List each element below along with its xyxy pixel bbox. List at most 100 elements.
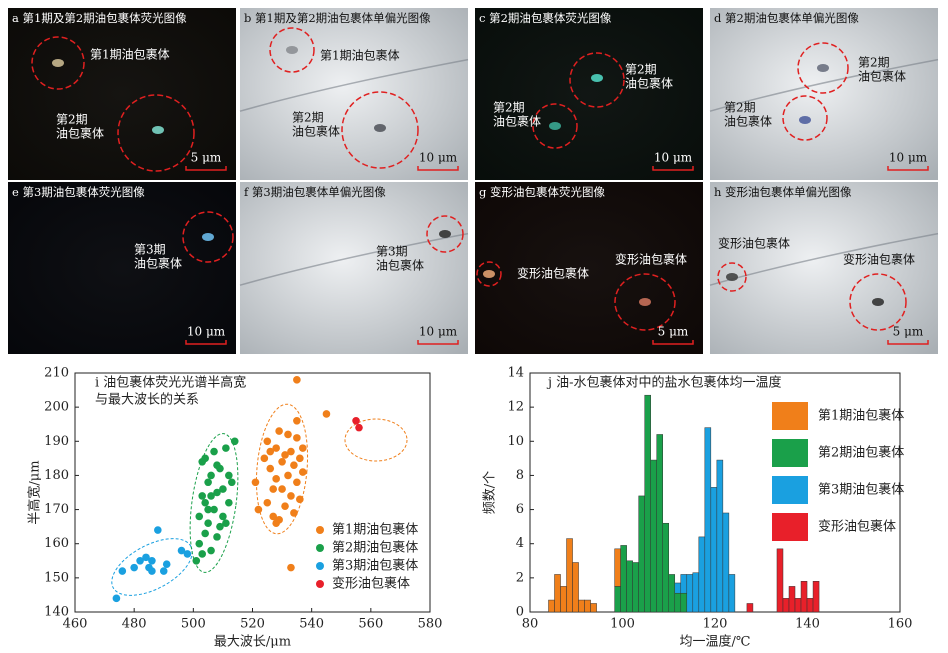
scale-bar <box>185 340 227 345</box>
point <box>177 546 186 555</box>
point <box>195 539 204 548</box>
point <box>227 478 236 487</box>
inclusion-label: 第2期 <box>724 101 756 115</box>
point <box>266 464 275 473</box>
point <box>201 529 209 538</box>
y-tick-label: 10 <box>507 434 524 449</box>
inclusion-label: 油包裹体 <box>724 114 772 129</box>
scale-label: 10 μm <box>419 325 458 339</box>
point <box>222 519 230 528</box>
inclusion <box>483 270 495 278</box>
histogram-bar <box>716 459 724 613</box>
y-tick-label: 14 <box>507 366 524 381</box>
point <box>254 505 263 514</box>
point <box>296 495 304 504</box>
histogram-bar <box>812 581 820 613</box>
highlight-circle <box>341 91 419 169</box>
point <box>225 471 233 480</box>
histogram-bar <box>614 548 621 587</box>
point <box>281 502 289 510</box>
x-tick-label: 560 <box>358 617 383 632</box>
point <box>284 471 292 480</box>
point <box>154 526 162 534</box>
point <box>284 430 292 439</box>
point <box>162 560 171 568</box>
panel-title: d 第2期油包裹体单偏光图像 <box>714 11 859 25</box>
point <box>263 498 272 507</box>
histogram-bar <box>698 536 706 613</box>
chart-title: i 油包裹体荧光光谱半高宽 <box>95 375 246 391</box>
point <box>213 488 221 497</box>
inclusion-label: 第3期 <box>134 243 166 257</box>
inclusion <box>872 298 884 306</box>
inclusion <box>52 59 64 67</box>
mineral-crack <box>239 232 469 286</box>
highlight-circle <box>569 52 625 108</box>
inclusion-label: 第1期油包裹体 <box>320 48 400 63</box>
x-tick-label: 580 <box>418 617 443 632</box>
scale-bar <box>185 166 227 171</box>
highlight-circle <box>614 273 676 331</box>
histogram-bar <box>668 574 676 613</box>
point <box>219 485 227 493</box>
y-tick-label: 180 <box>44 468 69 483</box>
y-tick-label: 4 <box>516 536 524 551</box>
point <box>219 512 227 521</box>
x-tick-label: 480 <box>122 617 147 632</box>
point <box>290 509 298 517</box>
inclusion <box>549 122 561 130</box>
highlight-circle <box>269 27 315 73</box>
point <box>272 475 280 483</box>
point <box>159 567 168 575</box>
inclusion-label: 变形油包裹体 <box>843 252 915 267</box>
inclusion-label: 油包裹体 <box>625 76 673 91</box>
inclusion <box>202 233 214 241</box>
inclusion-label: 油包裹体 <box>858 69 906 84</box>
y-tick-label: 190 <box>44 434 69 449</box>
inclusion <box>374 124 386 132</box>
photo-background <box>240 8 468 180</box>
point <box>230 437 239 446</box>
inclusion-label: 变形油包裹体 <box>615 252 687 267</box>
inclusion-label: 第3期 <box>376 245 408 259</box>
histogram-bar <box>788 586 796 613</box>
legend-label: 第2期油包裹体 <box>818 446 904 461</box>
legend-label: 第3期油包裹体 <box>332 559 418 574</box>
legend-label: 第2期油包裹体 <box>332 541 418 556</box>
chart-title: 与最大波长的关系 <box>95 392 199 408</box>
inclusion-label: 第2期 <box>625 63 657 77</box>
legend-label: 第1期油包裹体 <box>818 409 904 424</box>
x-tick-label: 100 <box>610 617 635 632</box>
histogram-bar <box>638 495 645 613</box>
legend-label: 第1期油包裹体 <box>332 523 418 538</box>
legend-swatch <box>772 402 808 430</box>
highlight-circle <box>31 36 85 90</box>
point <box>296 454 304 463</box>
x-tick-label: 520 <box>240 617 265 632</box>
point <box>213 461 221 469</box>
histogram-bar <box>710 487 718 613</box>
panel-title: a 第1期及第2期油包裹体荧光图像 <box>12 11 187 25</box>
scale-label: 5 μm <box>191 151 222 165</box>
histogram-bar <box>704 427 712 613</box>
highlight-circle <box>532 103 578 149</box>
point <box>287 447 295 456</box>
point <box>207 492 215 500</box>
panel-title: f 第3期油包裹体单偏光图像 <box>244 185 386 199</box>
point <box>251 478 260 487</box>
mineral-crack <box>239 58 469 112</box>
x-tick-label: 80 <box>522 617 539 632</box>
photo-background <box>710 8 938 180</box>
inclusion-label: 第2期 <box>493 101 525 115</box>
photo-background <box>240 182 468 354</box>
scale-bar <box>417 166 459 171</box>
highlight-circle <box>182 211 234 263</box>
x-tick-label: 120 <box>703 617 728 632</box>
scale-bar <box>417 340 459 345</box>
legend-marker <box>316 580 324 588</box>
histogram-bar <box>578 599 585 613</box>
point <box>293 434 301 442</box>
